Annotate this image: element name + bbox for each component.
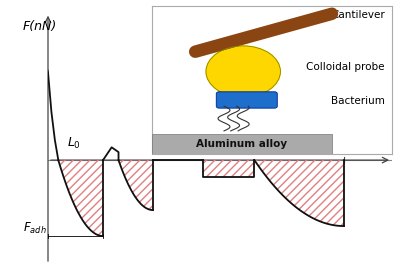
Text: Bacterium: Bacterium bbox=[331, 96, 385, 106]
Text: Colloidal probe: Colloidal probe bbox=[306, 62, 385, 72]
Circle shape bbox=[206, 46, 280, 97]
Text: z(nm): z(nm) bbox=[350, 138, 387, 151]
Text: $L_{adh}$: $L_{adh}$ bbox=[316, 136, 340, 151]
Text: $F_{adh}$: $F_{adh}$ bbox=[22, 221, 46, 236]
Text: Cantilever: Cantilever bbox=[331, 10, 385, 20]
Text: F(nN): F(nN) bbox=[22, 20, 56, 33]
FancyBboxPatch shape bbox=[216, 92, 277, 108]
Bar bbox=[152, 134, 332, 154]
Text: $L_0$: $L_0$ bbox=[67, 136, 81, 151]
Text: Aluminum alloy: Aluminum alloy bbox=[196, 139, 288, 149]
